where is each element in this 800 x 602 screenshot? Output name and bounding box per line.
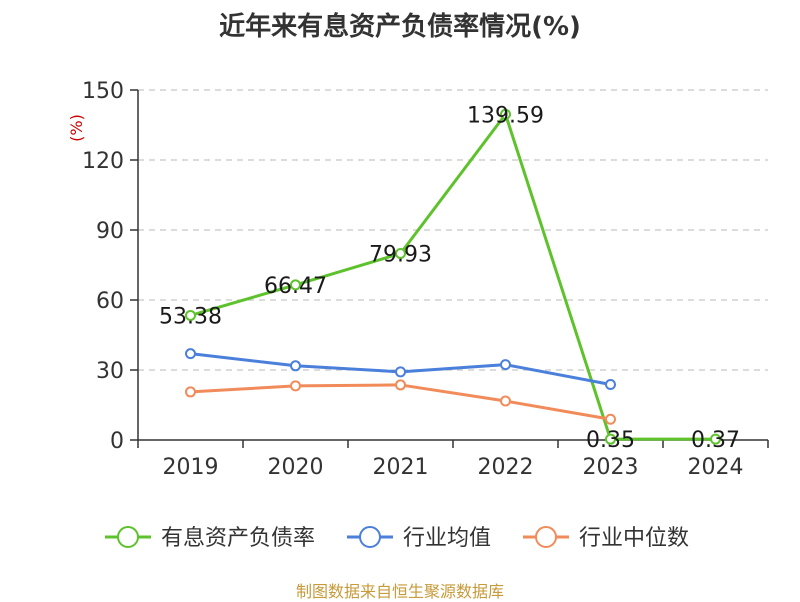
y-tick-label: 120 — [82, 149, 124, 174]
data-point[interactable] — [500, 108, 511, 120]
x-tick-label: 2024 — [688, 455, 744, 480]
legend-swatch-marker — [535, 526, 557, 548]
data-point[interactable] — [185, 348, 196, 360]
data-label: 0.37 — [691, 428, 740, 453]
data-point[interactable] — [185, 309, 196, 321]
axes: 0 30 60 90 120 150 2019 2020 2021 2022 2023 2024 — [82, 79, 769, 480]
data-point[interactable] — [395, 379, 406, 391]
data-point[interactable] — [290, 380, 301, 392]
data-point[interactable] — [605, 378, 616, 390]
x-tick-label: 2020 — [268, 455, 324, 480]
legend-label: 有息资产负债率 — [161, 526, 315, 551]
x-tick-label: 2021 — [373, 455, 429, 480]
legend[interactable]: 有息资产负债率 行业均值 行业中位数 — [105, 526, 689, 551]
data-label: 53.38 — [159, 304, 222, 329]
series-lines — [185, 108, 721, 445]
data-point[interactable] — [395, 366, 406, 378]
data-label: 0.35 — [586, 428, 635, 453]
data-point[interactable] — [500, 359, 511, 371]
data-point[interactable] — [500, 395, 511, 407]
legend-item[interactable]: 行业均值 — [347, 526, 491, 551]
y-tick-label: 60 — [96, 289, 124, 314]
legend-item[interactable]: 行业中位数 — [523, 526, 689, 551]
y-tick-label: 0 — [110, 429, 124, 454]
y-tick-label: 90 — [96, 219, 124, 244]
x-tick-label: 2019 — [163, 455, 219, 480]
legend-swatch-marker — [117, 526, 139, 548]
y-tick-label: 30 — [96, 359, 124, 384]
chart-title: 近年来有息资产负债率情况(%) — [219, 12, 581, 42]
legend-label: 行业均值 — [403, 526, 491, 551]
y-tick-label: 150 — [82, 79, 124, 104]
legend-swatch-marker — [359, 526, 381, 548]
data-point[interactable] — [395, 247, 406, 259]
legend-label: 行业中位数 — [579, 526, 689, 551]
data-point[interactable] — [185, 386, 196, 398]
data-point[interactable] — [290, 279, 301, 291]
series-line — [190, 112, 716, 441]
grid-lines — [138, 89, 768, 371]
x-tick-label: 2023 — [583, 455, 639, 480]
data-point[interactable] — [290, 360, 301, 372]
legend-item[interactable]: 有息资产负债率 — [105, 526, 315, 551]
data-label: 139.59 — [467, 103, 544, 128]
source-note: 制图数据来自恒生聚源数据库 — [295, 582, 504, 601]
data-label: 66.47 — [264, 274, 327, 299]
y-axis-unit-label: (%) — [67, 114, 86, 142]
data-point[interactable] — [605, 413, 616, 425]
data-labels: 53.38 66.47 79.93 139.59 0.35 0.37 — [159, 103, 740, 453]
data-point[interactable] — [605, 433, 616, 445]
data-point[interactable] — [710, 433, 721, 445]
x-tick-label: 2022 — [478, 455, 534, 480]
data-label: 79.93 — [369, 242, 432, 267]
